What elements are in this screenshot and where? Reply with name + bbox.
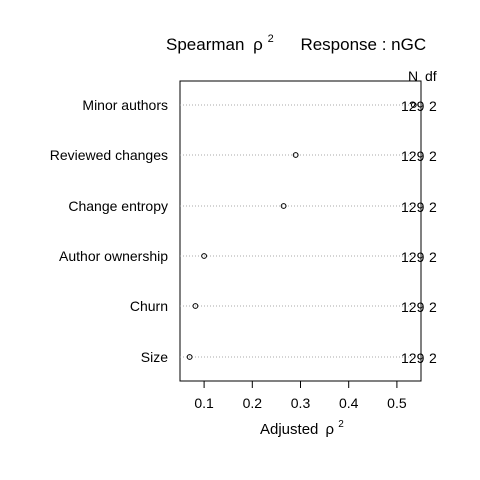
plot-frame xyxy=(179,80,422,382)
xlabel-adjusted: Adjusted xyxy=(260,421,318,438)
row-df: 2 xyxy=(429,199,437,215)
row-n: 129 xyxy=(401,199,425,215)
row-df: 2 xyxy=(429,98,437,114)
row-df: 2 xyxy=(429,249,437,265)
x-tick-label: 0.2 xyxy=(243,395,263,411)
row-n: 129 xyxy=(401,148,425,164)
data-point xyxy=(186,354,193,360)
x-tick-label: 0.4 xyxy=(339,395,359,411)
data-point xyxy=(192,303,199,309)
data-point xyxy=(201,253,208,259)
title-rho: ρ xyxy=(253,35,263,54)
x-tick-label: 0.1 xyxy=(194,395,214,411)
row-label: Minor authors xyxy=(82,97,168,113)
row-label: Size xyxy=(141,349,168,365)
x-tick-label: 0.3 xyxy=(291,395,311,411)
row-n: 129 xyxy=(401,98,425,114)
title-exponent: 2 xyxy=(268,33,274,45)
row-label: Churn xyxy=(130,298,168,314)
row-label: Change entropy xyxy=(68,198,168,214)
x-axis-label: Adjusted ρ 2 xyxy=(260,419,344,438)
col-n-header: N xyxy=(408,68,418,84)
row-df: 2 xyxy=(429,350,437,366)
x-axis: 0.1 0.2 0.3 0.4 0.5 xyxy=(194,380,407,411)
title-response: Response : nGC xyxy=(300,35,426,54)
col-df-header: df xyxy=(425,68,437,84)
row-label: Reviewed changes xyxy=(50,147,168,163)
row-n: 129 xyxy=(401,350,425,366)
xlabel-rho: ρ xyxy=(326,421,335,438)
row-df: 2 xyxy=(429,299,437,315)
data-point xyxy=(292,152,299,158)
row-df: 2 xyxy=(429,148,437,164)
row-n: 129 xyxy=(401,299,425,315)
xlabel-exponent: 2 xyxy=(338,419,344,430)
x-tick-label: 0.5 xyxy=(387,395,407,411)
row-n: 129 xyxy=(401,249,425,265)
data-point xyxy=(280,203,287,209)
chart-title: Spearman ρ 2 Response : nGC xyxy=(166,27,426,54)
title-spearman: Spearman xyxy=(166,35,244,54)
row-label: Author ownership xyxy=(59,248,168,264)
data-point xyxy=(410,102,417,108)
